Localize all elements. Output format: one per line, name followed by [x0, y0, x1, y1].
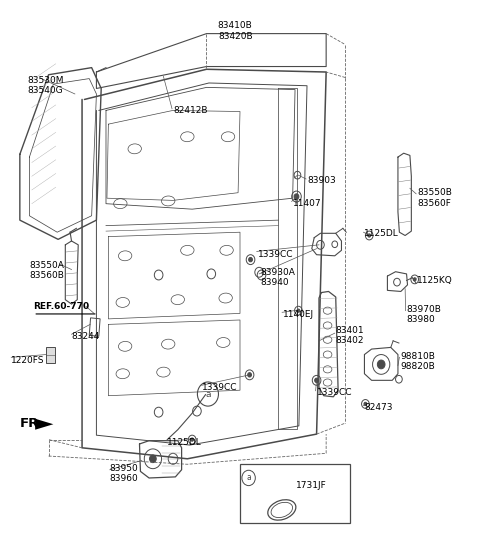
Text: 1140EJ: 1140EJ [283, 310, 314, 319]
Text: 83903: 83903 [307, 176, 336, 185]
Text: REF.60-770: REF.60-770 [33, 302, 89, 311]
Text: 83930A
83940: 83930A 83940 [260, 268, 295, 288]
Circle shape [294, 194, 299, 199]
Circle shape [297, 309, 300, 312]
Text: 98810B
98820B: 98810B 98820B [400, 352, 435, 371]
Ellipse shape [271, 502, 293, 518]
Text: 83401
83402: 83401 83402 [336, 326, 364, 345]
Text: 83550A
83560B: 83550A 83560B [29, 261, 64, 280]
Text: 1125DL: 1125DL [364, 229, 399, 238]
Text: 1339CC: 1339CC [258, 250, 293, 258]
Text: 1125KQ: 1125KQ [417, 276, 453, 285]
Text: 83530M
83540G: 83530M 83540G [27, 76, 63, 96]
Text: 1339CC: 1339CC [202, 383, 237, 392]
Circle shape [191, 438, 193, 441]
Text: 1220FS: 1220FS [11, 355, 45, 365]
Circle shape [377, 360, 385, 369]
Text: 83410B
83420B: 83410B 83420B [218, 21, 252, 41]
Circle shape [368, 234, 371, 237]
Polygon shape [35, 419, 53, 430]
Circle shape [413, 278, 416, 281]
Circle shape [364, 402, 367, 405]
Text: 83950
83960: 83950 83960 [110, 464, 139, 483]
Text: 83550B
83560F: 83550B 83560F [417, 189, 452, 208]
Text: 1731JF: 1731JF [296, 481, 327, 490]
Text: 1125DL: 1125DL [167, 438, 202, 447]
Text: a: a [246, 474, 251, 482]
Circle shape [150, 455, 156, 463]
Circle shape [249, 257, 252, 262]
Text: 11407: 11407 [293, 199, 321, 208]
Text: 82473: 82473 [364, 403, 393, 412]
Circle shape [315, 378, 319, 383]
Text: 83970B
83980: 83970B 83980 [407, 305, 442, 324]
Text: 83244: 83244 [72, 332, 100, 341]
Text: 1339CC: 1339CC [317, 388, 352, 398]
Bar [89, 318, 100, 336]
Bar [240, 464, 350, 523]
Text: FR.: FR. [20, 417, 45, 430]
Text: 82412B: 82412B [173, 106, 207, 115]
Circle shape [248, 373, 252, 377]
Bar [46, 348, 55, 363]
Text: a: a [205, 389, 211, 399]
Ellipse shape [268, 500, 296, 520]
